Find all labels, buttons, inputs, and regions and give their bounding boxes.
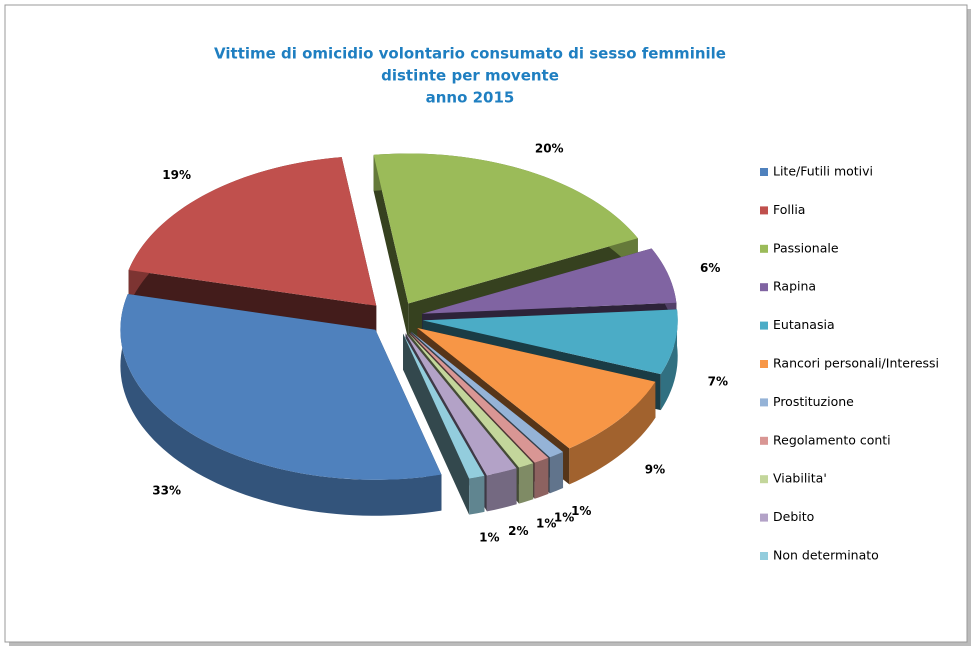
- slice-rim: [486, 468, 517, 512]
- slice-rim: [534, 457, 549, 499]
- slice-rim: [549, 451, 564, 494]
- slice: [405, 333, 517, 476]
- legend-label: Regolamento conti: [773, 432, 891, 447]
- pie-tops: [120, 153, 678, 480]
- legend-swatch: [760, 513, 768, 522]
- slice: [373, 153, 638, 304]
- legend-swatch: [760, 360, 768, 368]
- data-label: 6%: [700, 261, 720, 275]
- data-label: 1%: [571, 504, 591, 518]
- legend-swatch: [760, 552, 768, 560]
- legend-label: Debito: [773, 509, 814, 524]
- legend-swatch: [760, 321, 768, 330]
- legend-label: Follia: [773, 202, 805, 217]
- slice-rim: [569, 381, 656, 485]
- chart-title: distinte per movente: [381, 67, 559, 85]
- slice: [407, 332, 534, 468]
- legend-label: Rancori personali/Interessi: [773, 356, 939, 371]
- legend-label: Eutanasia: [773, 317, 835, 332]
- slice-wall: [403, 333, 470, 515]
- slice: [403, 333, 485, 479]
- slice: [422, 309, 678, 375]
- chart-title: Vittime di omicidio volontario consumato…: [214, 45, 726, 63]
- slice: [422, 248, 677, 314]
- data-label: 9%: [645, 463, 665, 477]
- slice-rim: [469, 475, 485, 515]
- slice-rim: [518, 463, 534, 504]
- slice: [409, 332, 549, 463]
- data-label: 2%: [508, 524, 528, 538]
- slice-wall: [373, 154, 409, 340]
- legend-swatch: [760, 436, 768, 445]
- legend-swatch: [760, 283, 768, 292]
- legend-label: Rapina: [773, 279, 816, 294]
- slice: [120, 293, 442, 480]
- slice: [417, 327, 656, 449]
- slice-rim: [660, 309, 678, 411]
- slice-rim: [120, 293, 442, 516]
- legend-swatch: [760, 475, 768, 484]
- legend-label: Passionale: [773, 240, 839, 255]
- data-label: 1%: [554, 511, 574, 525]
- data-label: 7%: [708, 375, 728, 389]
- legend-swatch: [760, 244, 768, 253]
- chart-title: anno 2015: [426, 89, 515, 107]
- slice: [410, 331, 564, 458]
- legend-label: Prostituzione: [773, 394, 854, 409]
- data-label: 20%: [535, 141, 564, 155]
- data-label: 19%: [162, 168, 191, 182]
- data-label: 1%: [479, 530, 499, 544]
- legend-swatch: [760, 206, 768, 215]
- legend-label: Non determinato: [773, 548, 879, 563]
- data-label: 1%: [536, 517, 556, 531]
- data-label: 33%: [152, 484, 181, 498]
- legend-swatch: [760, 168, 768, 176]
- legend-swatch: [760, 398, 768, 407]
- legend-label: Viabilita': [773, 471, 827, 486]
- slice: [128, 157, 377, 306]
- legend-label: Lite/Futili motivi: [773, 164, 873, 179]
